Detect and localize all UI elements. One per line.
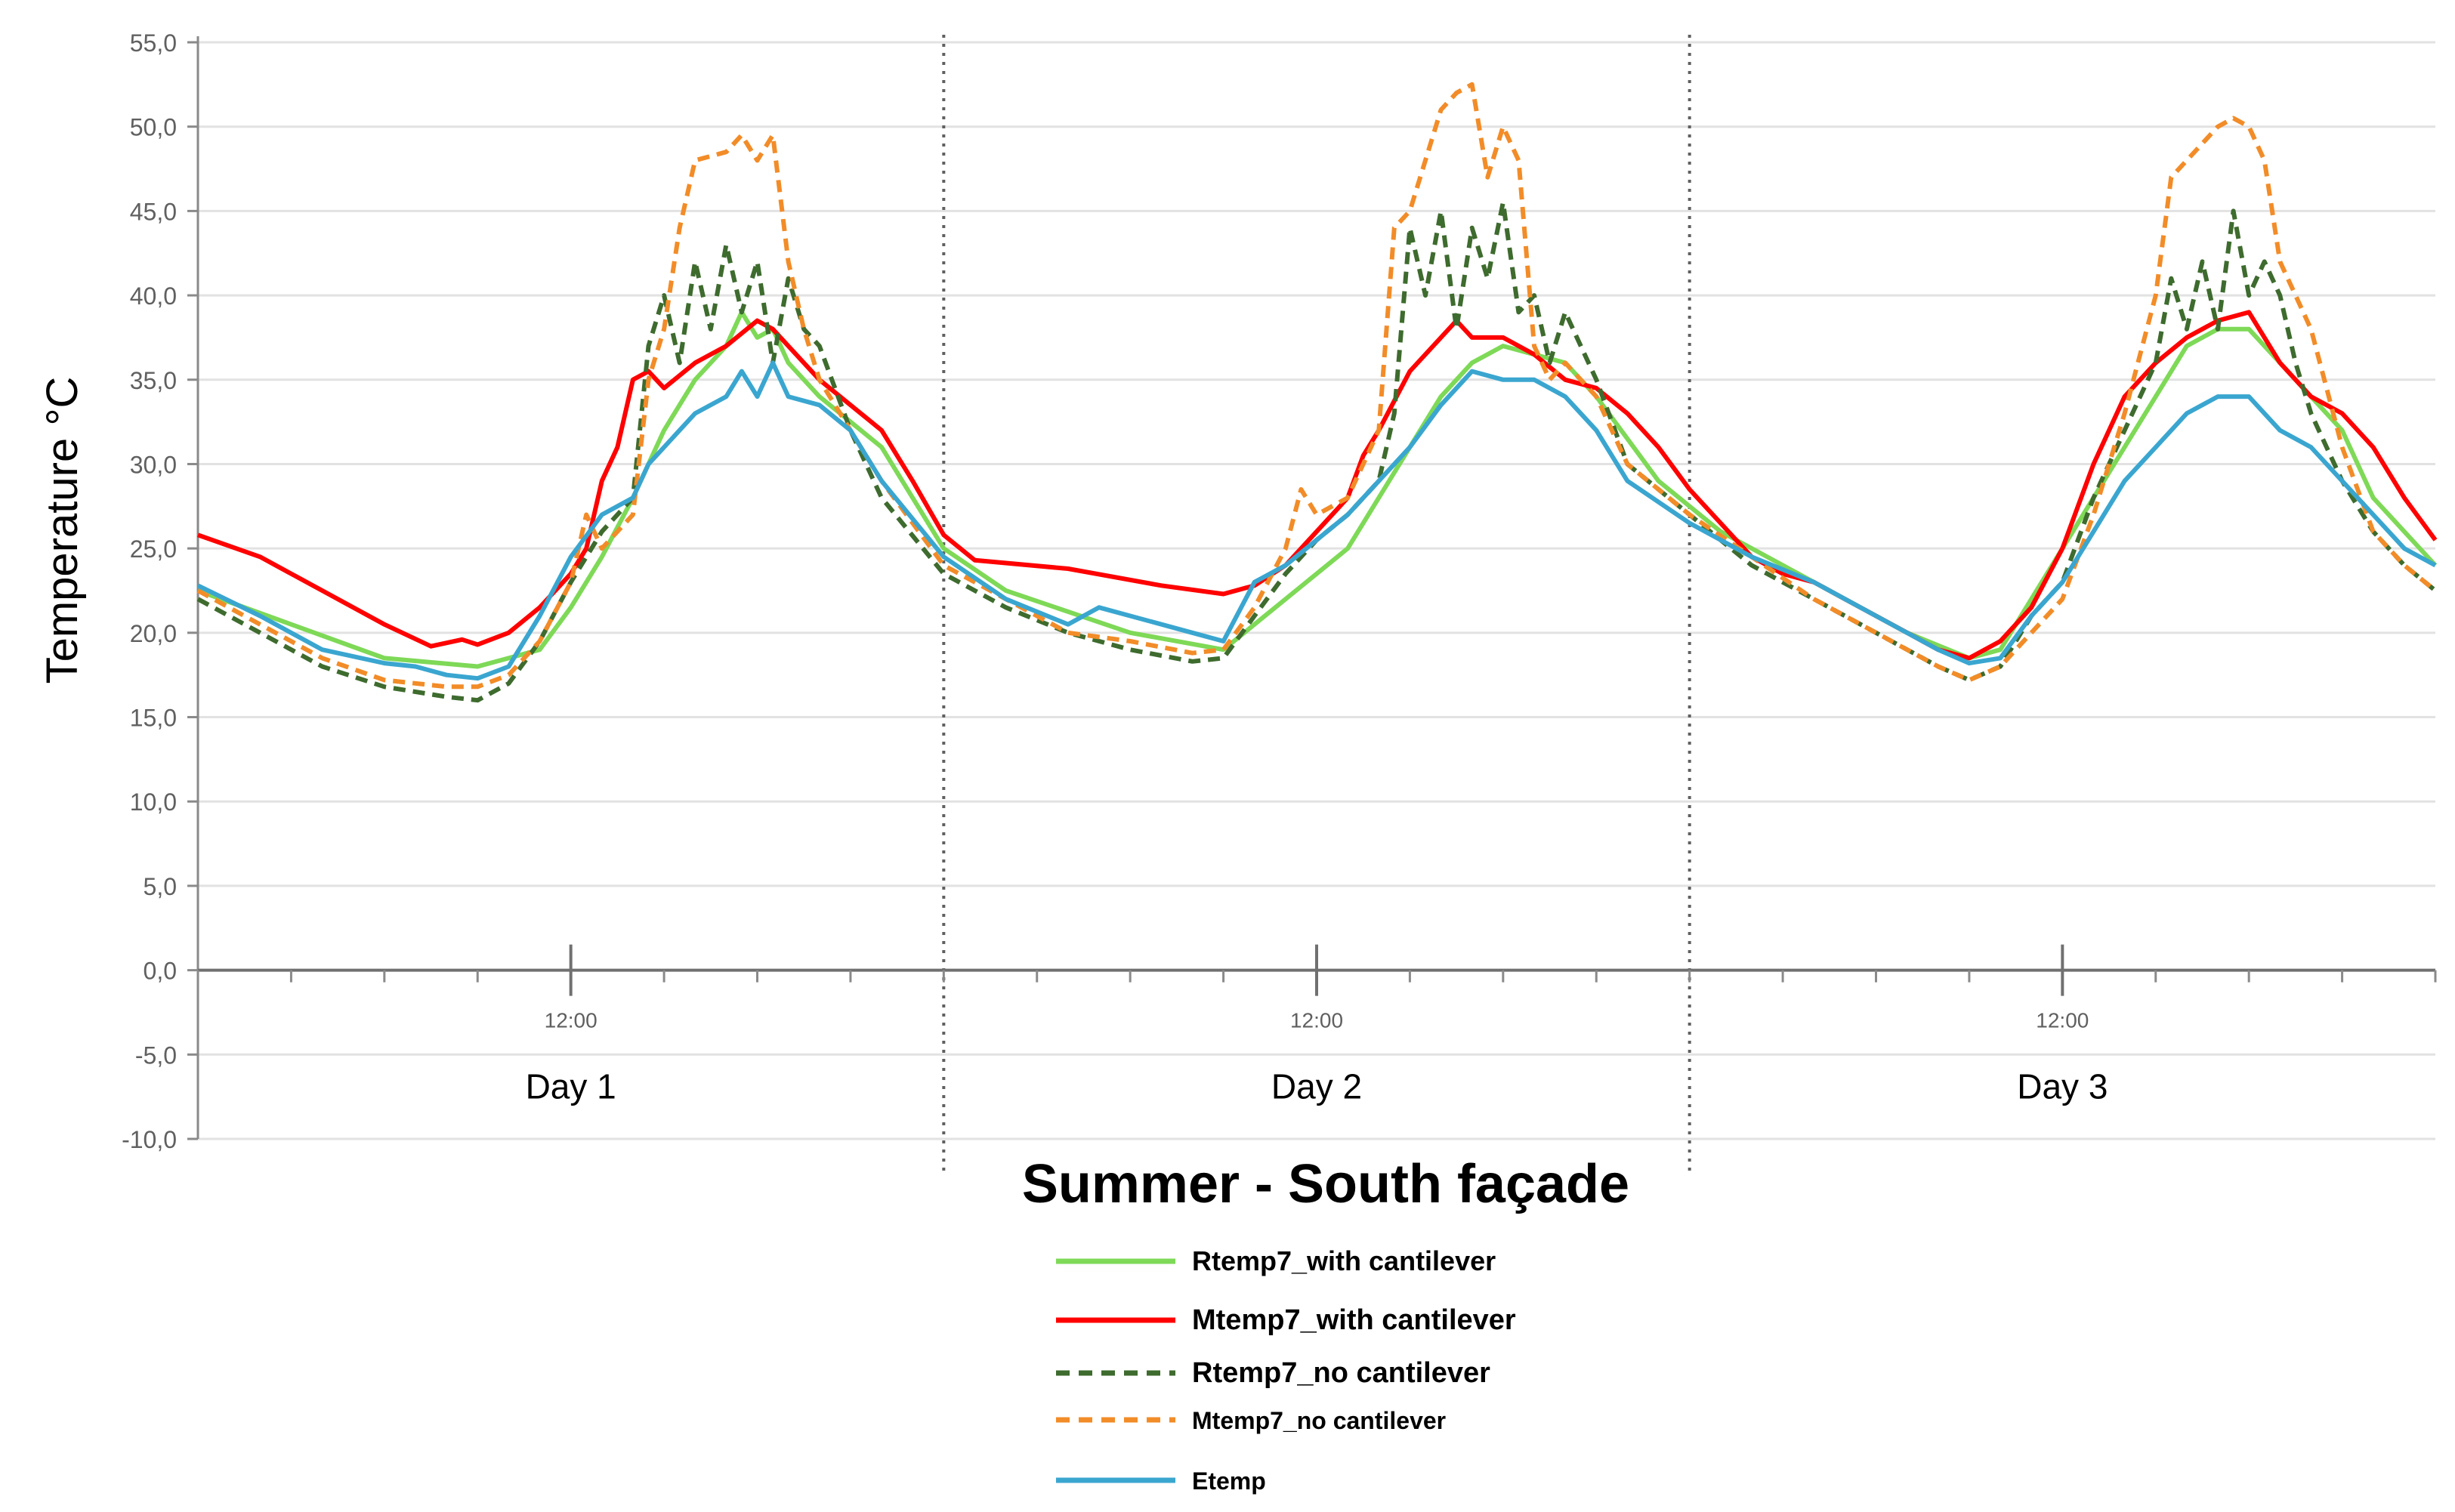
legend-label: Mtemp7_with cantilever: [1192, 1304, 1516, 1336]
y-tick-label: 15,0: [130, 705, 177, 732]
chart-title: Summer - South façade: [1022, 1154, 1629, 1214]
y-tick-label: 50,0: [130, 114, 177, 141]
y-tick-label: 25,0: [130, 535, 177, 563]
y-tick-label: 35,0: [130, 367, 177, 394]
x-tick-label: 12:00: [2036, 1009, 2089, 1032]
y-tick-label: 10,0: [130, 788, 177, 816]
y-tick-label: 5,0: [144, 873, 177, 900]
y-tick-label: 0,0: [144, 958, 177, 985]
series-line: [196, 360, 2437, 681]
day-separators: [942, 35, 1691, 1172]
y-tick-label: -5,0: [135, 1041, 177, 1069]
day-label: Day 2: [1271, 1067, 1362, 1106]
y-tick-label: 55,0: [130, 29, 177, 57]
x-tick-label: 12:00: [1290, 1009, 1343, 1032]
series-lines: [196, 82, 2438, 703]
legend-label: Etemp: [1192, 1467, 1266, 1495]
y-tick-label: -10,0: [122, 1126, 177, 1153]
y-tick-label: 30,0: [130, 451, 177, 478]
legend-label: Rtemp7_no cantilever: [1192, 1357, 1490, 1389]
axes: [187, 36, 2437, 1140]
day-label: Day 3: [2017, 1067, 2108, 1106]
legend: Rtemp7_with cantilever Mtemp7_with cantil…: [1056, 1245, 1516, 1495]
day-label: Day 1: [526, 1067, 616, 1106]
x-tick-label: 12:00: [545, 1009, 598, 1032]
series-line: [196, 82, 2437, 690]
y-tick-label: 45,0: [130, 198, 177, 225]
y-axis-title: Temperature °C: [38, 377, 87, 684]
y-tick-label: 20,0: [130, 620, 177, 647]
labels: 55,0 50,0 45,0 40,0 35,0 30,0 25,0 20,0 15,0 10,0…: [122, 29, 2108, 1153]
legend-label: Rtemp7_with cantilever: [1192, 1245, 1496, 1276]
legend-label: Mtemp7_no cantilever: [1192, 1407, 1446, 1434]
y-tick-label: 40,0: [130, 282, 177, 310]
